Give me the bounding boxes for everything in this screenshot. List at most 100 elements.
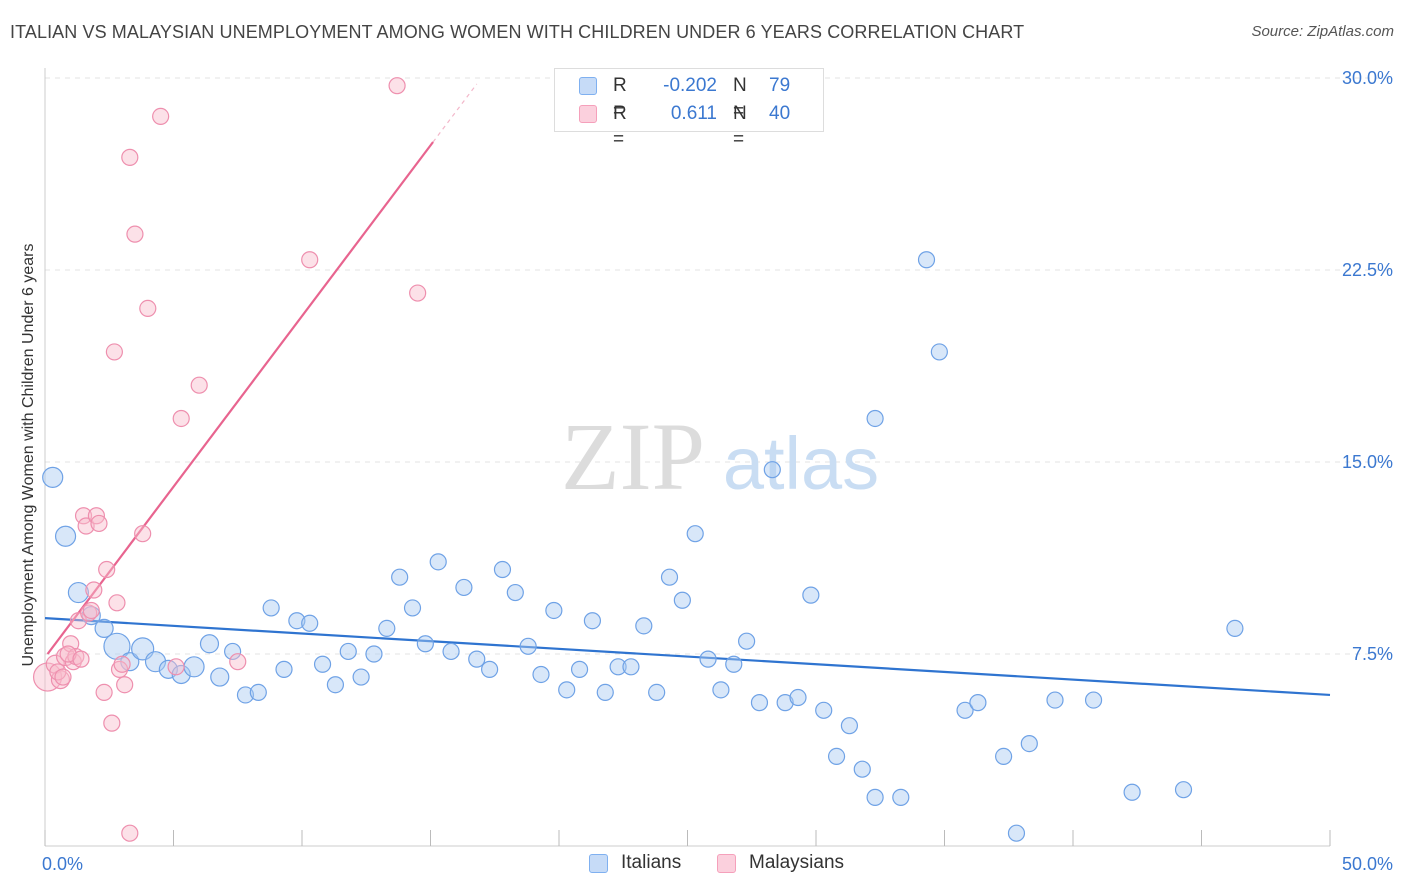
italians-point [866,788,884,806]
italians-point [301,614,319,632]
italians-point [103,632,131,660]
malaysians-point [126,225,144,243]
malaysians-point [409,284,427,302]
italians-point [866,409,884,428]
malaysians-point [121,824,139,842]
malaysians-point [388,77,406,95]
italians-point [94,618,114,639]
axes [44,68,1331,847]
correlation-legend: R = -0.202 N = 79 R = 0.611 N = 40 [554,68,824,150]
malaysians-point [172,409,190,428]
malaysians-point [62,635,80,653]
italians-point [712,681,730,699]
malaysians-point [113,655,131,673]
italians-point [892,788,910,806]
italians-point [493,560,512,579]
italians-point [42,466,64,488]
italians-point [54,525,77,547]
italians-point [442,642,460,661]
malaysians-point [98,560,116,579]
italians-point [609,658,627,676]
y-tick-label: 22.5% [1342,260,1393,280]
italians-point [995,747,1013,766]
malaysians-point [103,714,121,732]
malaysians-point [72,650,90,668]
italians-point [249,683,267,702]
italians-points [42,251,1244,842]
legend-n-label: N = [733,75,747,122]
chart-title: ITALIAN VS MALAYSIAN UNEMPLOYMENT AMONG … [10,22,1025,42]
italians-point [532,665,550,684]
malaysians-point [108,594,126,612]
italians-point [262,599,280,617]
malaysians-point [121,148,139,166]
legend-n-value: 40 [769,103,791,124]
italians-point [236,686,255,704]
italians-point [570,660,589,678]
italians-point [956,701,974,719]
italians-point [815,701,833,719]
source-credit: Source: ZipAtlas.com [1251,23,1394,40]
malaysians-point [32,662,63,692]
malaysians-point [82,601,100,620]
italians-point [365,645,383,663]
legend-r-label: R = [613,75,627,122]
italians-point [224,642,242,661]
legend-r-value: 0.611 [670,103,717,124]
malaysians-point [134,525,152,543]
legend-r-label: R = [613,103,627,150]
malaysians-point [152,107,170,126]
italians-point [750,694,769,712]
malaysians-point [139,299,157,317]
gridlines [45,77,1390,655]
italians-point [1084,691,1103,709]
malaysians-point [80,604,98,622]
italians-point [352,668,370,686]
italians-point [776,694,794,712]
x-tick-label: 50.0% [1342,854,1393,874]
italians-point [455,578,473,597]
malaysians-point [95,683,113,702]
italians-point [969,694,987,712]
malaysians-point [301,251,319,269]
bottom-legend-label-italians: Italians [621,852,682,873]
bottom-legend-swatch-malaysians [717,854,736,873]
legend-swatch-malaysians [579,105,597,123]
watermark-zip: ZIP [561,403,705,510]
legend-r-value: -0.202 [663,75,717,96]
italians-point [199,634,220,654]
italians-point [840,717,859,735]
italians-point [403,599,422,617]
italians-point [391,568,409,586]
malaysians-point [85,581,103,599]
x-tick-label: 0.0% [42,854,83,874]
malaysians-point [167,658,185,676]
italians-point [930,343,948,361]
malaysians-point [49,663,67,681]
italians-point [1226,619,1244,638]
bottom-legend-swatch-italians [589,854,608,873]
italians-point [1123,783,1141,801]
italians-point [1007,824,1026,842]
italians-point [67,581,90,604]
italians-point [545,601,563,620]
italians-trend-line [44,617,1331,697]
italians-point [1020,734,1038,753]
italians-point [802,586,820,604]
malaysians-point [190,376,208,394]
malaysians-point [105,343,123,361]
y-tick-label: 30.0% [1342,68,1393,88]
italians-point [686,525,704,543]
italians-point [429,553,447,571]
italians-point [673,591,691,609]
y-tick-label: 15.0% [1342,452,1393,472]
legend-swatch-italians [579,77,597,95]
italians-point [416,635,434,653]
tick-labels: 7.5% 15.0% 22.5% 30.0% 0.0% 50.0% [42,68,1393,874]
italians-point [622,658,640,676]
italians-point [558,681,576,699]
italians-point [763,461,781,479]
italians-point [827,747,846,766]
italians-point [917,251,936,269]
